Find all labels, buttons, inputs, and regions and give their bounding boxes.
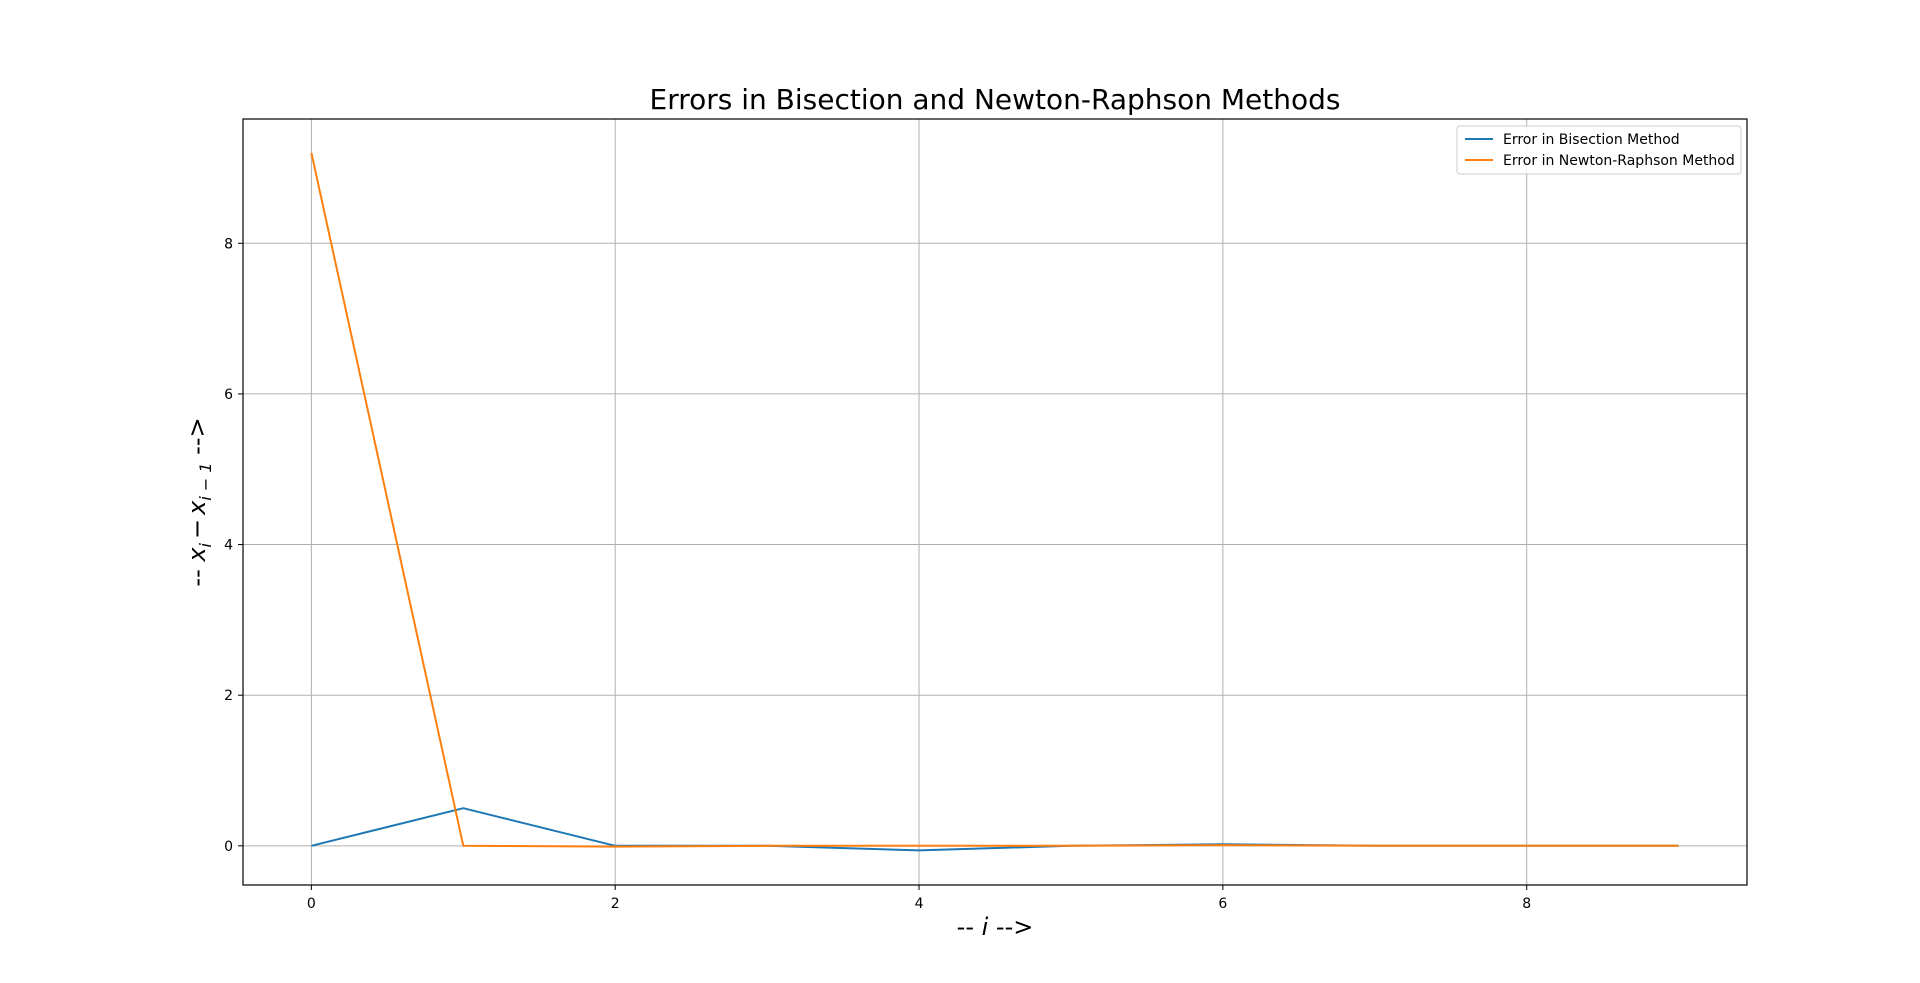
x-axis-label-suffix: --> <box>988 913 1033 941</box>
x-tick-label: 4 <box>915 896 924 912</box>
y-tick-label: 2 <box>224 688 233 704</box>
y-axis-label-sub-a: i <box>196 542 215 547</box>
legend-box <box>1456 125 1742 175</box>
y-tick-label: 0 <box>224 839 233 855</box>
series-lines <box>310 152 1679 852</box>
axis-ticks: 0 2 4 6 8 0 2 4 6 8 <box>224 236 1531 912</box>
y-axis-label: -- xi−xi − 1 --> <box>183 417 215 586</box>
y-tick-label: 8 <box>224 236 233 252</box>
chart-title: Errors in Bisection and Newton-Raphson M… <box>650 83 1341 116</box>
y-tick-label: 4 <box>224 538 233 554</box>
series-line-2 <box>310 152 1679 848</box>
y-axis-label-x-a: x <box>183 547 211 563</box>
y-axis-label-sub-b: i − 1 <box>196 462 215 500</box>
x-tick-label: 0 <box>307 896 316 912</box>
y-tick-label: 6 <box>224 387 233 403</box>
x-axis-label: -- i --> <box>957 913 1034 941</box>
y-axis-label-prefix: -- <box>183 562 211 587</box>
plot-area-frame <box>242 118 1748 886</box>
x-tick-label: 2 <box>611 896 620 912</box>
y-axis-label-suffix: --> <box>183 417 211 462</box>
legend-label-1: Error in Bisection Method <box>1503 132 1680 148</box>
x-axis-label-prefix: -- <box>957 913 982 941</box>
legend: Error in Bisection Method Error in Newton… <box>1456 125 1742 175</box>
y-axis-label-minus: − <box>183 519 211 539</box>
y-axis-label-x-b: x <box>183 500 211 516</box>
x-tick-label: 8 <box>1522 896 1531 912</box>
legend-label-2: Error in Newton-Raphson Method <box>1503 153 1735 169</box>
x-axis-label-var: i <box>982 913 989 941</box>
x-tick-label: 6 <box>1218 896 1227 912</box>
